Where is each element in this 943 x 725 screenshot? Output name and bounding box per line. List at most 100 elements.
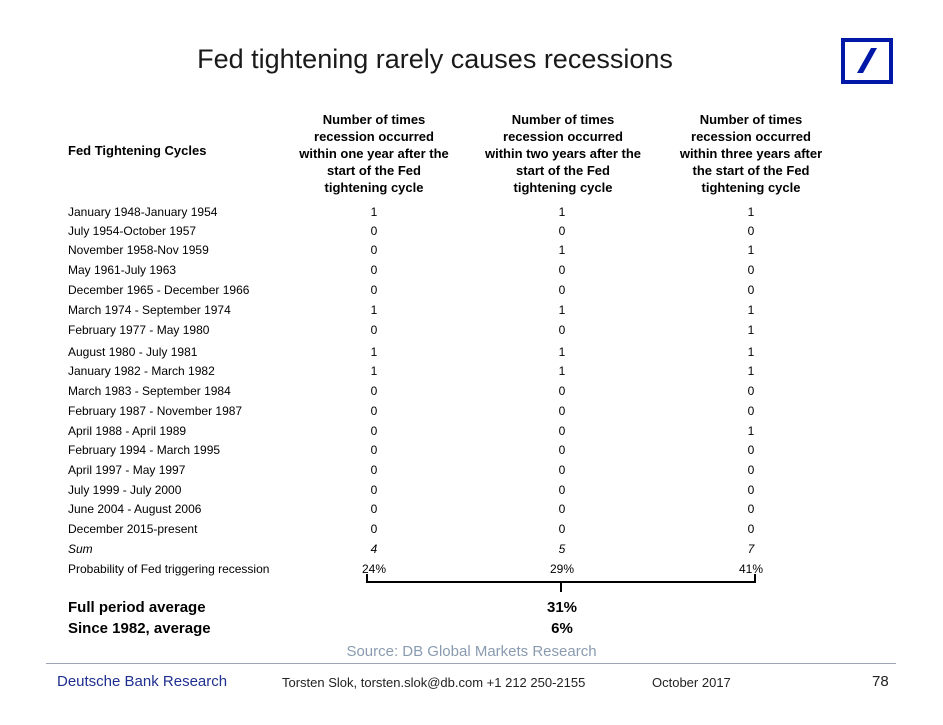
value-one-year: 0 [370, 522, 378, 536]
table-row: April 1988 - April 1989 0 0 1 [0, 422, 943, 440]
value-three-years: 0 [747, 224, 755, 238]
value-one-year: 1 [370, 205, 378, 219]
header-line: within three years after [679, 146, 823, 161]
table-row: February 1987 - November 1987 0 0 0 [0, 402, 943, 420]
value-three-years: 0 [747, 522, 755, 536]
row-label: May 1961-July 1963 [68, 263, 177, 277]
footer-divider [46, 663, 896, 664]
table-row: June 2004 - August 2006 0 0 0 [0, 500, 943, 518]
value-one-year: 0 [370, 502, 378, 516]
value-three-years: 0 [747, 483, 755, 497]
row-label: Probability of Fed triggering recession [68, 562, 270, 576]
table-row: July 1954-October 1957 0 0 0 [0, 222, 943, 240]
value-one-year: 0 [370, 443, 378, 457]
table-row: March 1974 - September 1974 1 1 1 [0, 301, 943, 319]
value-three-years: 1 [747, 345, 755, 359]
value-three-years: 1 [747, 303, 755, 317]
value-one-year: 0 [370, 323, 378, 337]
column-header-cycles: Fed Tightening Cycles [68, 143, 207, 158]
table-row: Probability of Fed triggering recession 2… [0, 560, 943, 578]
value-three-years: 7 [747, 542, 755, 556]
value-one-year: 0 [370, 224, 378, 238]
value-one-year: 0 [370, 483, 378, 497]
header-line: tightening cycle [324, 180, 424, 195]
value-two-years: 1 [558, 303, 566, 317]
column-header-one-year: Number of times recession occurred withi… [284, 111, 464, 196]
row-label: August 1980 - July 1981 [68, 345, 198, 359]
value-one-year: 0 [370, 424, 378, 438]
table-row: July 1999 - July 2000 0 0 0 [0, 481, 943, 499]
table-row: December 2015-present 0 0 0 [0, 520, 943, 538]
value-one-year: 0 [370, 404, 378, 418]
since-1982-label: Since 1982, average [68, 620, 211, 637]
header-line: within two years after the [484, 146, 642, 161]
value-three-years: 0 [747, 443, 755, 457]
value-three-years: 0 [747, 502, 755, 516]
table-row: November 1958-Nov 1959 0 1 1 [0, 241, 943, 259]
value-one-year: 1 [370, 303, 378, 317]
header-line: Number of times [511, 112, 615, 127]
value-two-years: 29% [549, 562, 575, 576]
value-three-years: 0 [747, 283, 755, 297]
deutsche-bank-logo-icon [841, 38, 893, 84]
source-note: Source: DB Global Markets Research [346, 643, 597, 660]
row-label: January 1948-January 1954 [68, 205, 218, 219]
row-label: December 2015-present [68, 522, 198, 536]
header-line: Number of times [322, 112, 426, 127]
header-line: tightening cycle [513, 180, 613, 195]
footer-brand: Deutsche Bank Research [57, 673, 228, 690]
bracket-icon [366, 574, 756, 592]
row-label: February 1994 - March 1995 [68, 443, 221, 457]
row-label: March 1974 - September 1974 [68, 303, 231, 317]
row-label: April 1997 - May 1997 [68, 463, 186, 477]
value-three-years: 1 [747, 205, 755, 219]
value-two-years: 0 [558, 404, 566, 418]
since-1982-value: 6% [551, 620, 573, 637]
value-one-year: 0 [370, 283, 378, 297]
value-two-years: 0 [558, 522, 566, 536]
value-two-years: 5 [558, 542, 566, 556]
value-three-years: 0 [747, 384, 755, 398]
value-two-years: 1 [558, 205, 566, 219]
value-one-year: 4 [370, 542, 378, 556]
value-one-year: 24% [361, 562, 387, 576]
value-two-years: 0 [558, 283, 566, 297]
table-row: January 1948-January 1954 1 1 1 [0, 203, 943, 221]
header-line: recession occurred [314, 129, 434, 144]
row-label: February 1987 - November 1987 [68, 404, 243, 418]
value-one-year: 0 [370, 384, 378, 398]
value-two-years: 0 [558, 323, 566, 337]
table-row: May 1961-July 1963 0 0 0 [0, 261, 943, 279]
value-one-year: 0 [370, 243, 378, 257]
full-period-value: 31% [546, 599, 578, 616]
value-two-years: 0 [558, 483, 566, 497]
header-line: recession occurred [691, 129, 811, 144]
value-two-years: 0 [558, 384, 566, 398]
table-row: February 1977 - May 1980 0 0 1 [0, 321, 943, 339]
value-three-years: 1 [747, 323, 755, 337]
value-three-years: 0 [747, 404, 755, 418]
row-label: March 1983 - September 1984 [68, 384, 231, 398]
row-label: July 1999 - July 2000 [68, 483, 182, 497]
value-one-year: 0 [370, 263, 378, 277]
header-line: tightening cycle [701, 180, 801, 195]
value-two-years: 0 [558, 443, 566, 457]
value-two-years: 0 [558, 224, 566, 238]
row-label: January 1982 - March 1982 [68, 364, 215, 378]
footer-date: October 2017 [652, 675, 731, 690]
header-line: start of the Fed [327, 163, 421, 178]
value-three-years: 0 [747, 463, 755, 477]
full-period-label: Full period average [68, 599, 206, 616]
page-title: Fed tightening rarely causes recessions [197, 44, 673, 74]
value-two-years: 1 [558, 364, 566, 378]
table-row: March 1983 - September 1984 0 0 0 [0, 382, 943, 400]
header-line: recession occurred [503, 129, 623, 144]
value-two-years: 0 [558, 463, 566, 477]
row-label: Sum [68, 542, 93, 556]
header-line: the start of the Fed [692, 163, 810, 178]
row-label: April 1988 - April 1989 [68, 424, 187, 438]
page-number: 78 [872, 673, 889, 690]
header-line: Number of times [699, 112, 803, 127]
header-line: start of the Fed [516, 163, 610, 178]
value-one-year: 0 [370, 463, 378, 477]
